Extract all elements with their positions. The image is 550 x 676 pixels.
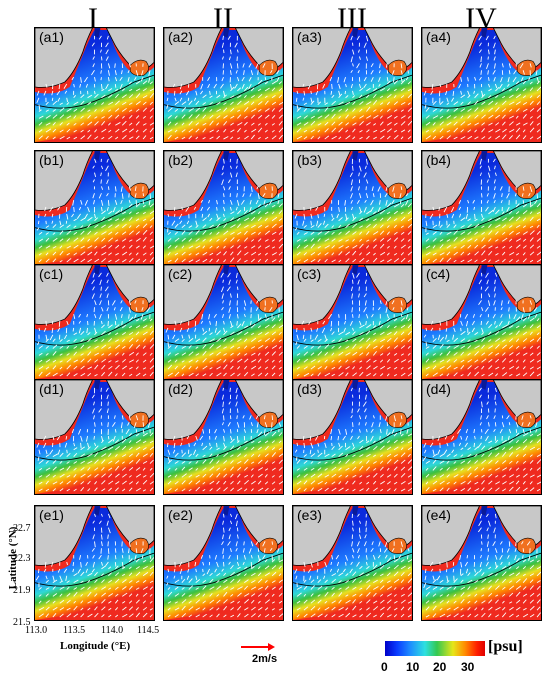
panel-label: (a3) — [297, 29, 322, 45]
x-tick-1: 113.0 — [25, 625, 48, 636]
x-tick-3: 114.0 — [101, 625, 124, 636]
y-tick-4: 21.5 — [13, 617, 31, 628]
map-panel: (d2) — [163, 379, 284, 495]
panel-label: (d1) — [39, 381, 64, 397]
salinity-map — [422, 28, 541, 142]
map-panel: (b4) — [421, 150, 542, 266]
map-panel: (c3) — [292, 264, 413, 380]
y-axis-title: Latitude (°N) — [7, 526, 19, 590]
map-panel: (c2) — [163, 264, 284, 380]
salinity-map — [422, 380, 541, 494]
salinity-map — [164, 28, 283, 142]
panel-label: (a2) — [168, 29, 193, 45]
salinity-map — [293, 265, 412, 379]
y-tick-1: 22.7 — [13, 523, 31, 534]
colorbar-tick-10: 10 — [406, 660, 420, 674]
panel-label: (e3) — [297, 507, 322, 523]
map-panel: (b1) — [34, 150, 155, 266]
panel-label: (b2) — [168, 152, 193, 168]
panel-label: (d2) — [168, 381, 193, 397]
colorbar-tick-20: 20 — [433, 660, 447, 674]
panel-label: (b1) — [39, 152, 64, 168]
map-panel: (a4) — [421, 27, 542, 143]
y-tick-2: 22.3 — [13, 553, 31, 564]
map-panel: (d4) — [421, 379, 542, 495]
scale-arrow-label: 2m/s — [252, 653, 278, 665]
map-panel: (e1) — [34, 505, 155, 621]
panel-label: (e2) — [168, 507, 193, 523]
y-tick-3: 21.9 — [13, 585, 31, 596]
salinity-map — [164, 151, 283, 265]
panel-label: (c4) — [426, 266, 451, 282]
column-header-2: II — [213, 2, 233, 35]
map-panel: (d1) — [34, 379, 155, 495]
panel-label: (d4) — [426, 381, 451, 397]
salinity-map — [422, 506, 541, 620]
map-panel: (e3) — [292, 505, 413, 621]
map-panel: (a2) — [163, 27, 284, 143]
salinity-map — [35, 28, 154, 142]
panel-label: (e4) — [426, 507, 451, 523]
panel-label: (c1) — [39, 266, 64, 282]
colorbar-tick-30: 30 — [461, 660, 475, 674]
panel-label: (e1) — [39, 507, 64, 523]
panel-label: (b3) — [297, 152, 322, 168]
salinity-map — [422, 265, 541, 379]
salinity-map — [35, 265, 154, 379]
salinity-map — [293, 151, 412, 265]
map-panel: (b2) — [163, 150, 284, 266]
panel-label: (c3) — [297, 266, 322, 282]
panel-label: (b4) — [426, 152, 451, 168]
column-header-1: I — [88, 2, 98, 35]
map-panel: (e2) — [163, 505, 284, 621]
salinity-map — [164, 265, 283, 379]
salinity-map — [35, 506, 154, 620]
map-panel: (c1) — [34, 264, 155, 380]
salinity-map — [164, 380, 283, 494]
colorbar-tick-0: 0 — [381, 660, 388, 674]
salinity-map — [293, 380, 412, 494]
map-panel: (a3) — [292, 27, 413, 143]
panel-label: (a1) — [39, 29, 64, 45]
map-panel: (a1) — [34, 27, 155, 143]
panel-label: (d3) — [297, 381, 322, 397]
x-tick-2: 113.5 — [63, 625, 86, 636]
salinity-colorbar — [385, 641, 485, 656]
x-tick-4: 114.5 — [137, 625, 160, 636]
salinity-map — [35, 380, 154, 494]
panel-label: (a4) — [426, 29, 451, 45]
panel-label: (c2) — [168, 266, 193, 282]
salinity-map — [35, 151, 154, 265]
salinity-map — [164, 506, 283, 620]
salinity-map — [293, 506, 412, 620]
map-panel: (b3) — [292, 150, 413, 266]
map-panel: (e4) — [421, 505, 542, 621]
salinity-map — [293, 28, 412, 142]
map-panel: (c4) — [421, 264, 542, 380]
colorbar-unit: [psu] — [488, 638, 523, 655]
scale-arrow-icon — [241, 643, 275, 651]
x-axis-title: Longitude (°E) — [60, 640, 131, 652]
salinity-map — [422, 151, 541, 265]
map-panel: (d3) — [292, 379, 413, 495]
